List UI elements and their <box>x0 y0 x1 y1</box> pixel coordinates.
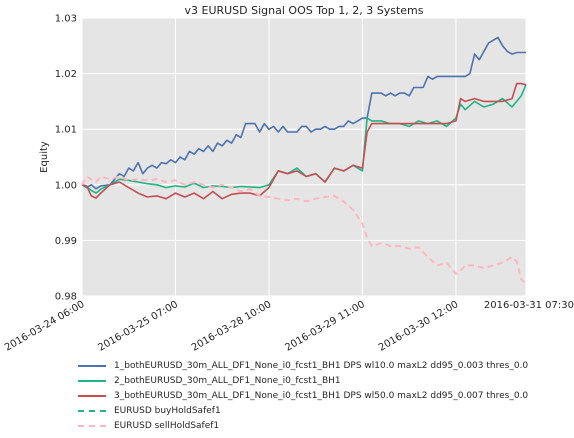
x-tick-label: 2016-03-30 12:00 <box>377 299 461 354</box>
x-tick-labels: 2016-03-24 06:00 2016-03-25 07:00 2016-03-… <box>3 299 574 354</box>
y-tick-label: 1.00 <box>55 180 77 191</box>
legend-item: 1_bothEURUSD_30m_ALL_DF1_None_i0_fcst1_B… <box>78 358 558 373</box>
legend-item: EURUSD buyHoldSafef1 <box>78 403 558 418</box>
legend-label: EURUSD sellHoldSafef1 <box>114 420 220 431</box>
y-tick-label: 1.02 <box>55 69 77 80</box>
legend-swatch <box>78 379 106 382</box>
y-axis-label: Equity <box>39 141 50 173</box>
y-tick-labels: 0.98 0.99 1.00 1.01 1.02 1.03 <box>55 14 77 303</box>
legend-swatch <box>78 424 106 427</box>
series-line-5 <box>81 175 527 285</box>
legend-swatch <box>78 364 106 367</box>
legend-label: EURUSD buyHoldSafef1 <box>114 405 221 416</box>
legend-item: EURUSD sellHoldSafef1 <box>78 418 558 433</box>
y-tick-label: 1.03 <box>55 14 77 25</box>
y-tick-label: 0.99 <box>55 236 77 247</box>
x-tick-label: 2016-03-25 07:00 <box>96 299 180 354</box>
plot-background <box>82 18 526 296</box>
chart-title: v3 EURUSD Signal OOS Top 1, 2, 3 Systems <box>184 4 423 17</box>
series-line-3 <box>81 82 527 200</box>
legend-item: 3_bothEURUSD_30m_ALL_DF1_None_i0_fcst1_B… <box>78 388 558 403</box>
y-tick-label: 1.01 <box>55 125 77 136</box>
y-tick-label: 0.98 <box>55 292 77 303</box>
x-tick-label: 2016-03-24 06:00 <box>3 299 87 354</box>
x-tick-label: 2016-03-29 11:00 <box>283 299 367 354</box>
x-tick-label: 2016-03-28 10:00 <box>190 299 274 354</box>
legend-swatch <box>78 394 106 397</box>
legend-swatch <box>78 409 106 412</box>
legend-label: 3_bothEURUSD_30m_ALL_DF1_None_i0_fcst1_B… <box>114 390 529 401</box>
legend: 1_bothEURUSD_30m_ALL_DF1_None_i0_fcst1_B… <box>78 358 558 433</box>
series-line-1 <box>81 36 526 190</box>
legend-item: 2_bothEURUSD_30m_ALL_DF1_None_i0_fcst1_B… <box>78 373 558 388</box>
x-tick-label: 2016-03-31 07:30 <box>484 300 574 311</box>
legend-label: 1_bothEURUSD_30m_ALL_DF1_None_i0_fcst1_B… <box>114 360 529 371</box>
series-layer <box>81 36 527 285</box>
legend-label: 2_bothEURUSD_30m_ALL_DF1_None_i0_fcst1_B… <box>114 375 341 386</box>
